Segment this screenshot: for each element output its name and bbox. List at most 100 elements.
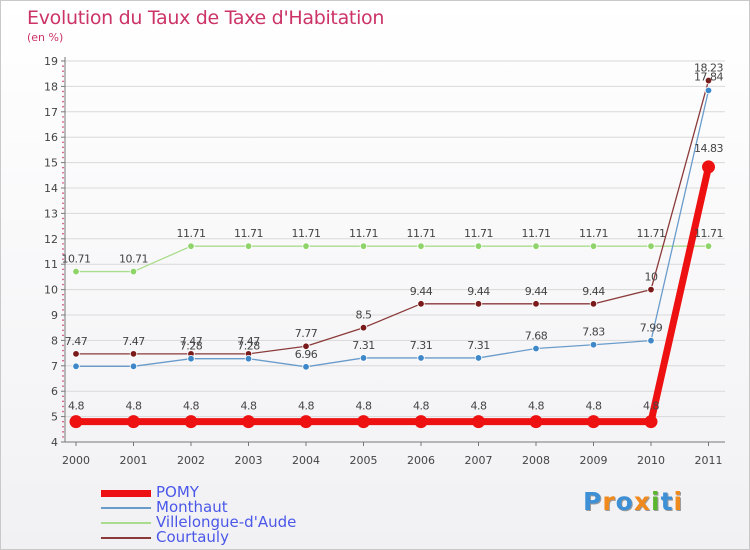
- y-minor-tick: [62, 298, 64, 301]
- y-tick-label: 9: [51, 309, 58, 322]
- data-point-pomy: [242, 415, 255, 429]
- y-minor-tick: [62, 359, 64, 362]
- data-label-villelongue-d-aude: 11.71: [694, 227, 723, 240]
- y-minor-tick: [62, 334, 64, 337]
- data-point-monthaut: [647, 336, 655, 345]
- x-tick-label: 2010: [637, 454, 665, 467]
- y-minor-tick: [62, 182, 64, 184]
- y-minor-tick: [62, 95, 64, 98]
- y-minor-tick: [62, 248, 64, 250]
- data-point-courtauly: [129, 350, 138, 358]
- data-label-pomy: 4.8: [643, 400, 659, 413]
- y-minor-tick: [62, 410, 64, 413]
- x-tick-label: 2007: [465, 454, 493, 467]
- y-minor-tick: [62, 278, 64, 281]
- y-minor-tick: [62, 400, 64, 403]
- legend-swatch: [101, 522, 151, 524]
- y-tick-label: 5: [51, 411, 58, 424]
- data-point-pomy: [644, 415, 658, 429]
- legend-swatch: [101, 537, 151, 539]
- y-tick-label: 4: [51, 436, 58, 449]
- data-point-courtauly: [72, 350, 80, 358]
- series-line-pomy: [76, 166, 712, 426]
- data-label-courtauly: 18.23: [694, 62, 723, 75]
- data-point-villelongue-d-aude: [359, 242, 368, 250]
- data-label-courtauly: 9.44: [467, 285, 490, 298]
- data-label-courtauly: 7.47: [122, 335, 145, 348]
- logo-letter: x: [633, 487, 651, 516]
- y-minor-tick: [62, 100, 64, 103]
- data-point-monthaut: [359, 354, 368, 362]
- y-minor-tick: [62, 232, 64, 235]
- data-point-monthaut: [129, 362, 138, 371]
- data-label-villelongue-d-aude: 11.71: [579, 227, 608, 240]
- data-label-monthaut: 7.28: [237, 340, 260, 353]
- y-minor-tick: [62, 436, 64, 438]
- data-point-villelongue-d-aude: [474, 242, 483, 250]
- y-minor-tick: [62, 156, 64, 159]
- data-label-pomy: 4.8: [126, 400, 142, 413]
- y-minor-tick: [62, 70, 64, 72]
- data-point-villelongue-d-aude: [704, 242, 713, 250]
- y-minor-tick: [62, 131, 64, 133]
- data-label-courtauly: 10: [645, 271, 658, 284]
- data-label-monthaut: 7.68: [525, 330, 548, 343]
- y-minor-tick: [62, 324, 64, 326]
- series-line-villelongue-d-aude: [76, 245, 709, 273]
- y-minor-tick: [62, 177, 64, 179]
- data-point-pomy: [529, 415, 543, 429]
- data-label-villelongue-d-aude: 10.71: [119, 253, 148, 266]
- x-tick-label: 2004: [292, 454, 320, 467]
- logo-letter: i: [673, 487, 684, 516]
- x-tick-label: 2002: [177, 454, 205, 467]
- y-tick-label: 18: [44, 80, 58, 93]
- legend-label: POMY: [156, 483, 199, 501]
- series-line-monthaut: [76, 90, 710, 368]
- data-label-monthaut: 7.83: [582, 326, 605, 339]
- data-point-villelongue-d-aude: [244, 242, 253, 250]
- y-minor-tick: [62, 171, 64, 174]
- y-minor-tick: [62, 304, 64, 306]
- x-tick-label: 2009: [580, 454, 608, 467]
- y-tick-label: 11: [44, 258, 58, 271]
- data-point-monthaut: [244, 354, 253, 363]
- data-label-pomy: 4.8: [413, 400, 429, 413]
- y-minor-tick: [62, 151, 64, 154]
- y-minor-tick: [62, 405, 64, 408]
- data-point-pomy: [127, 415, 140, 429]
- data-point-pomy: [357, 415, 370, 429]
- data-point-pomy: [69, 415, 83, 429]
- data-label-monthaut: 7.28: [180, 340, 203, 353]
- data-label-courtauly: 8.5: [356, 309, 372, 322]
- data-point-monthaut: [417, 354, 425, 362]
- data-point-pomy: [414, 415, 428, 429]
- logo-letter: t: [660, 487, 674, 516]
- y-minor-tick: [62, 395, 64, 398]
- legend-label: Monthaut: [156, 498, 228, 516]
- series-line-courtauly: [76, 80, 710, 355]
- data-point-villelongue-d-aude: [129, 267, 138, 276]
- data-label-villelongue-d-aude: 11.71: [349, 227, 378, 240]
- y-minor-tick: [62, 420, 64, 423]
- y-tick-label: 8: [51, 334, 58, 347]
- y-minor-tick: [62, 105, 64, 108]
- legend-item: Monthaut: [101, 498, 361, 516]
- legend-label: Courtauly: [156, 528, 229, 546]
- data-label-pomy: 4.8: [298, 400, 314, 413]
- y-minor-tick: [62, 329, 64, 332]
- data-label-pomy: 14.83: [694, 142, 723, 155]
- data-point-villelongue-d-aude: [532, 242, 540, 250]
- data-point-monthaut: [532, 344, 540, 353]
- y-minor-tick: [62, 354, 64, 357]
- y-minor-tick: [62, 370, 64, 372]
- legend-label: Villelongue-d'Aude: [156, 513, 297, 531]
- y-minor-tick: [62, 385, 64, 387]
- x-tick-label: 2011: [695, 454, 723, 467]
- y-tick-label: 12: [44, 233, 58, 246]
- data-point-villelongue-d-aude: [187, 242, 195, 250]
- data-point-monthaut: [187, 354, 195, 363]
- data-label-villelongue-d-aude: 11.71: [407, 227, 436, 240]
- data-label-pomy: 4.8: [356, 400, 372, 413]
